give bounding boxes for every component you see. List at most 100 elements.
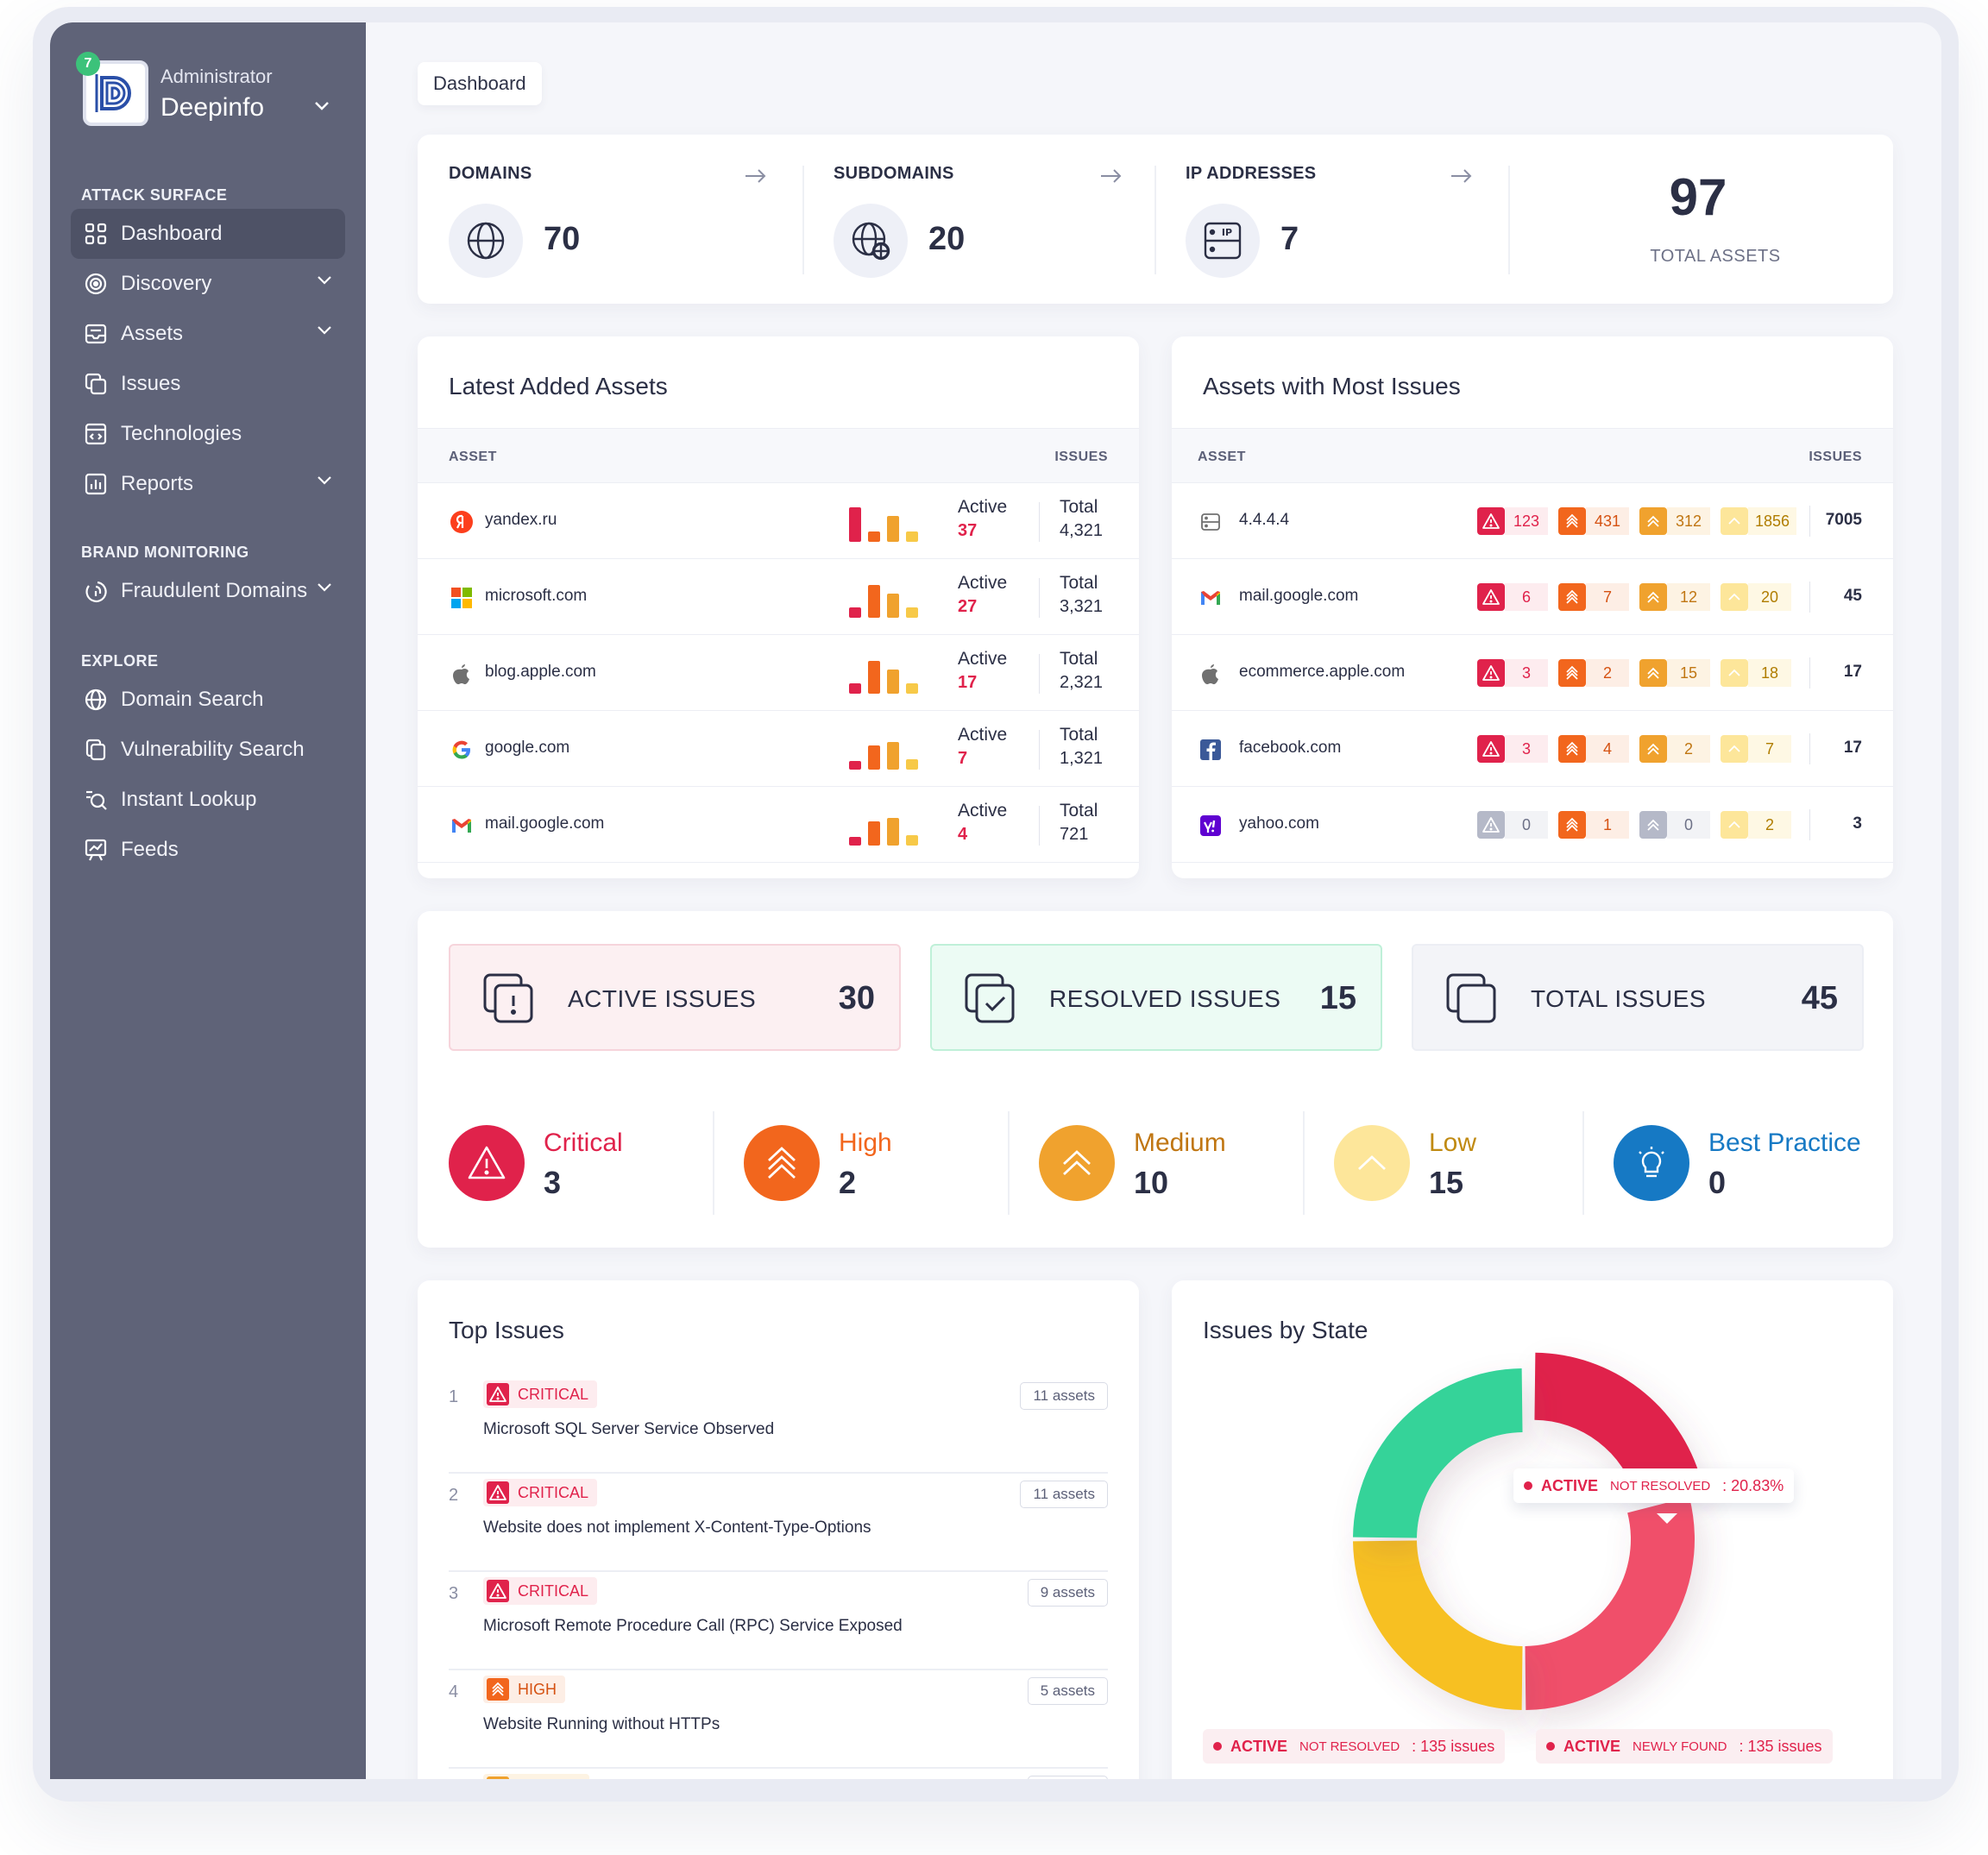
table-row[interactable]: microsoft.com Active 27 Total 3,321	[418, 559, 1139, 635]
breadcrumb[interactable]: Dashboard	[418, 62, 542, 105]
critical-count[interactable]: 6	[1477, 583, 1548, 611]
chevron-down-icon	[318, 476, 331, 485]
severity-high[interactable]: High 2	[744, 1111, 1003, 1215]
asset-name[interactable]: mail.google.com	[485, 814, 605, 833]
account-name[interactable]: Deepinfo	[160, 93, 265, 122]
severity-best-practice[interactable]: Best Practice 0	[1614, 1111, 1881, 1215]
sidebar-item-domain-search[interactable]: Domain Search	[71, 675, 345, 725]
sidebar-item-technologies[interactable]: Technologies	[71, 409, 345, 459]
stat-domains[interactable]: DOMAINS 70	[418, 135, 802, 304]
mini-bar	[906, 835, 918, 846]
top-issue-item[interactable]: 3 CRITICAL Microsoft Remote Procedure Call…	[449, 1572, 1108, 1670]
medium-count[interactable]: 0	[1639, 811, 1710, 839]
table-row[interactable]: 4.4.4.4 123 431 312 1856 7005	[1172, 483, 1893, 559]
high-count[interactable]: 7	[1558, 583, 1629, 611]
double-chevron-up-icon	[1039, 1125, 1115, 1201]
asset-name[interactable]: ecommerce.apple.com	[1239, 663, 1406, 681]
low-count[interactable]: 7	[1721, 735, 1791, 763]
top-issue-item[interactable]: 1 CRITICAL Microsoft SQL Server Service Ob…	[449, 1375, 1108, 1474]
arrow-right-icon[interactable]	[1099, 167, 1123, 185]
table-row[interactable]: google.com Active 7 Total 1,321	[418, 711, 1139, 787]
severity-low[interactable]: Low 15	[1334, 1111, 1584, 1215]
sidebar-item-feeds[interactable]: Feeds	[71, 825, 345, 875]
high-severity-icon	[1558, 735, 1586, 763]
medium-count[interactable]: 312	[1639, 507, 1710, 535]
asset-name[interactable]: google.com	[485, 739, 570, 757]
low-count[interactable]: 2	[1721, 811, 1791, 839]
issue-title[interactable]: Website does not implement X-Content-Typ…	[483, 1519, 871, 1537]
asset-name[interactable]: 4.4.4.4	[1239, 511, 1290, 529]
asset-name[interactable]: facebook.com	[1239, 739, 1342, 757]
sidebar-item-instant-lookup[interactable]: Instant Lookup	[71, 775, 345, 825]
sidebar-item-fraudulent-domains[interactable]: Fraudulent Domains	[71, 566, 345, 616]
assets-count-badge[interactable]: 9 assets	[1027, 1579, 1108, 1607]
medium-count[interactable]: 15	[1639, 659, 1710, 687]
high-count[interactable]: 2	[1558, 659, 1629, 687]
top-issue-item[interactable]: 2 CRITICAL Website does not implement X-Co…	[449, 1474, 1108, 1572]
donut-slice[interactable]	[1353, 1368, 1523, 1538]
asset-name[interactable]: yandex.ru	[485, 511, 557, 529]
asset-name[interactable]: yahoo.com	[1239, 814, 1319, 833]
donut-slice[interactable]	[1525, 1497, 1695, 1710]
top-issue-item[interactable]: 4 HIGH Website Running without HTTPs 5 asse…	[449, 1670, 1108, 1769]
severity-medium[interactable]: Medium 10	[1039, 1111, 1298, 1215]
tooltip-value: : 20.83%	[1722, 1476, 1784, 1494]
legend-item[interactable]: ACTIVE NOT RESOLVED : 135 issues	[1203, 1729, 1506, 1764]
low-count[interactable]: 1856	[1721, 507, 1797, 535]
top-issue-item[interactable]: 5MEDIUM4 assets	[449, 1769, 1108, 1779]
issues-by-state-chart[interactable]	[1172, 1280, 1893, 1779]
low-count[interactable]: 18	[1721, 659, 1791, 687]
critical-count[interactable]: 0	[1477, 811, 1548, 839]
high-count[interactable]: 431	[1558, 507, 1629, 535]
sidebar-item-issues[interactable]: Issues	[71, 359, 345, 409]
donut-slice[interactable]	[1534, 1352, 1702, 1499]
low-count[interactable]: 20	[1721, 583, 1791, 611]
assets-count-badge[interactable]: 11 assets	[1020, 1382, 1108, 1410]
active-issues-box[interactable]: ACTIVE ISSUES 30	[449, 944, 901, 1051]
table-row[interactable]: yandex.ru Active 37 Total 4,321	[418, 483, 1139, 559]
high-count[interactable]: 1	[1558, 811, 1629, 839]
stat-label: IP ADDRESSES	[1186, 164, 1317, 183]
stat-subdomains[interactable]: SUBDOMAINS 20	[802, 135, 1154, 304]
critical-count[interactable]: 3	[1477, 659, 1548, 687]
chevron-up-icon	[1334, 1125, 1410, 1201]
assets-count-badge[interactable]: 11 assets	[1020, 1481, 1108, 1508]
sidebar-item-dashboard[interactable]: Dashboard	[71, 209, 345, 259]
notification-badge[interactable]: 7	[76, 52, 100, 76]
issue-title[interactable]: Microsoft SQL Server Service Observed	[483, 1420, 775, 1438]
assets-count-badge[interactable]: 5 assets	[1027, 1677, 1108, 1705]
resolved-issues-box[interactable]: RESOLVED ISSUES 15	[930, 944, 1382, 1051]
severity-critical[interactable]: Critical 3	[449, 1111, 708, 1215]
legend-state: ACTIVE	[1230, 1737, 1288, 1755]
arrow-right-icon[interactable]	[1450, 167, 1474, 185]
asset-name[interactable]: microsoft.com	[485, 587, 588, 605]
sidebar-item-assets[interactable]: Assets	[71, 309, 345, 359]
severity-label: CRITICAL	[518, 1385, 589, 1403]
asset-name[interactable]: mail.google.com	[1239, 587, 1359, 605]
arrow-right-icon[interactable]	[744, 167, 768, 185]
table-row[interactable]: yahoo.com 0 1 0 2 3	[1172, 787, 1893, 863]
legend-item[interactable]: ACTIVE NEWLY FOUND : 135 issues	[1536, 1729, 1833, 1764]
stat-ip-addresses[interactable]: IP ADDRESSES IP 7	[1154, 135, 1508, 304]
sidebar-item-label: Domain Search	[121, 688, 264, 711]
critical-count[interactable]: 123	[1477, 507, 1548, 535]
donut-slice[interactable]	[1353, 1540, 1523, 1710]
high-count[interactable]: 4	[1558, 735, 1629, 763]
medium-count[interactable]: 2	[1639, 735, 1710, 763]
table-row[interactable]: blog.apple.com Active 17 Total 2,321	[418, 635, 1139, 711]
sidebar-item-vulnerability-search[interactable]: Vulnerability Search	[71, 725, 345, 775]
asset-name[interactable]: blog.apple.com	[485, 663, 596, 681]
medium-count[interactable]: 12	[1639, 583, 1710, 611]
table-row[interactable]: mail.google.com 6 7 12 20 45	[1172, 559, 1893, 635]
issue-title[interactable]: Microsoft Remote Procedure Call (RPC) Se…	[483, 1617, 903, 1635]
chevron-down-icon[interactable]	[313, 100, 330, 112]
table-row[interactable]: ecommerce.apple.com 3 2 15 18 17	[1172, 635, 1893, 711]
critical-count[interactable]: 3	[1477, 735, 1548, 763]
sidebar-item-reports[interactable]: Reports	[71, 459, 345, 509]
table-row[interactable]: mail.google.com Active 4 Total 721	[418, 787, 1139, 863]
table-row[interactable]: facebook.com 3 4 2 7 17	[1172, 711, 1893, 787]
issue-title[interactable]: Website Running without HTTPs	[483, 1715, 720, 1733]
total-issues-box[interactable]: TOTAL ISSUES 45	[1412, 944, 1864, 1051]
sidebar-item-discovery[interactable]: Discovery	[71, 259, 345, 309]
assets-count-badge[interactable]: 4 assets	[1027, 1776, 1108, 1779]
